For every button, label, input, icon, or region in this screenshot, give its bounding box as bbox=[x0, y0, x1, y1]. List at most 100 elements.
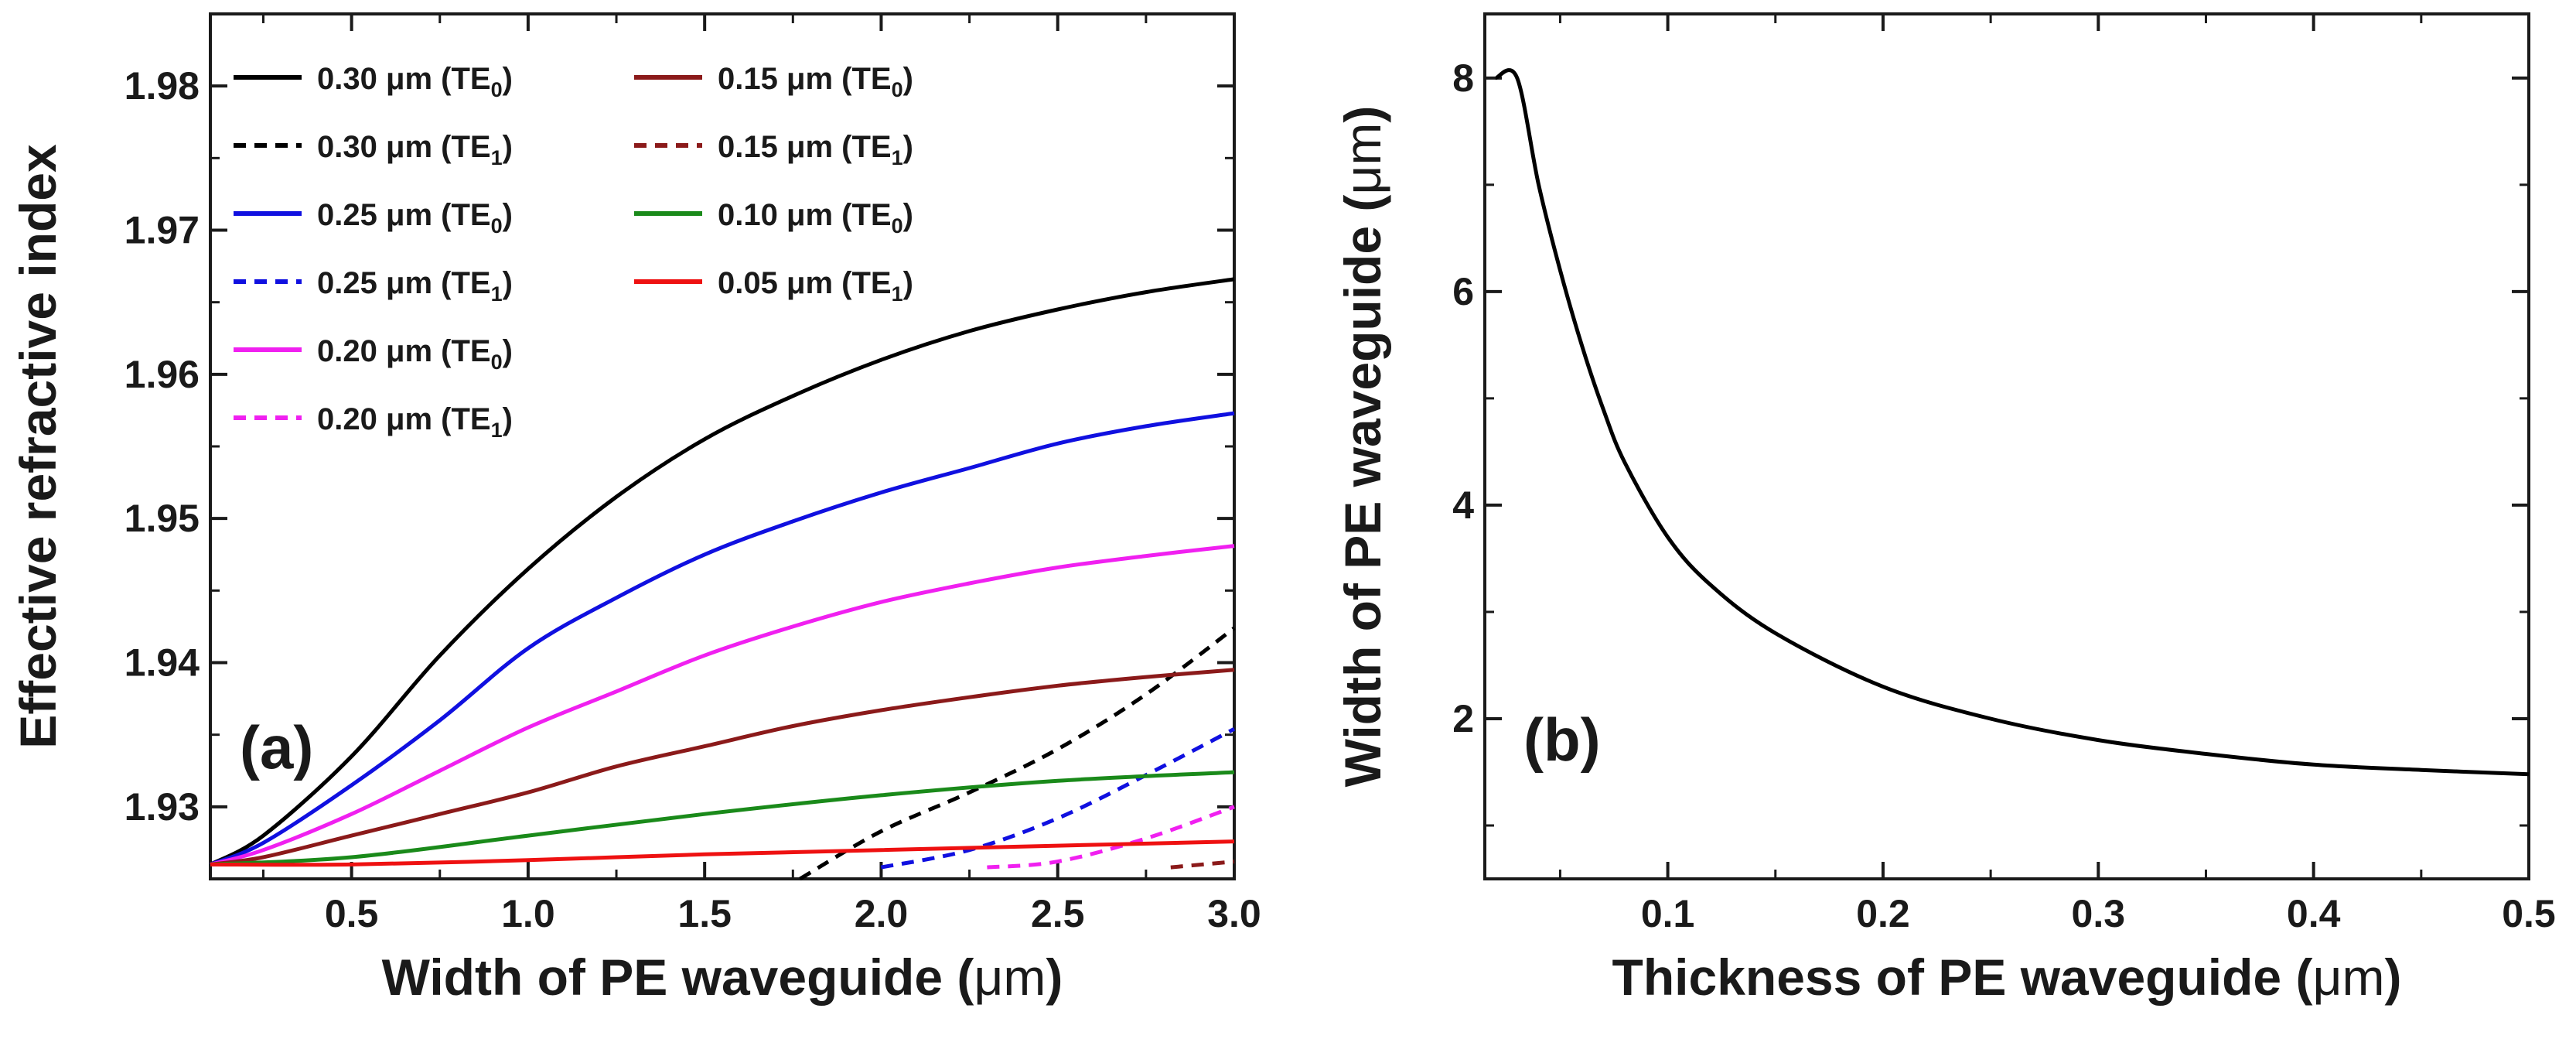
x-tick-label: 3.0 bbox=[1207, 892, 1261, 935]
y-tick-label: 1.93 bbox=[125, 785, 200, 829]
legend-mode: TE bbox=[851, 266, 891, 300]
series-line-0 bbox=[1494, 68, 2530, 777]
series-line-3 bbox=[880, 726, 1236, 870]
legend-paren-open: ( bbox=[432, 334, 452, 368]
legend-paren-open: ( bbox=[432, 402, 452, 436]
legend-thickness: 0.05 μm bbox=[718, 266, 833, 300]
legend-mode: TE bbox=[851, 62, 891, 96]
legend-thickness: 0.25 μm bbox=[317, 266, 432, 300]
legend-paren-close: ) bbox=[903, 266, 913, 300]
legend-thickness: 0.15 μm bbox=[718, 130, 833, 164]
x-tick-label: 0.4 bbox=[2287, 892, 2341, 935]
legend-label-8: 0.10 μm (TE0) bbox=[718, 198, 913, 238]
legend-mode: TE bbox=[451, 334, 490, 368]
series-line-0 bbox=[209, 277, 1235, 866]
panel-b-x-axis-title: Thickness of PE waveguide (μm) bbox=[1612, 948, 2402, 1006]
y-tick-label: 1.98 bbox=[125, 64, 200, 108]
y-tick-label: 8 bbox=[1452, 56, 1474, 100]
panel-b-label: (b) bbox=[1523, 706, 1601, 774]
legend-thickness: 0.15 μm bbox=[718, 62, 833, 96]
panel-b-ticks: 0.1 0.2 0.3 0.4 0.5 2 4 6 8 bbox=[1452, 14, 2556, 935]
legend-paren-open: ( bbox=[833, 130, 852, 164]
y-tick-label: 6 bbox=[1452, 270, 1474, 313]
legend-paren-close: ) bbox=[903, 130, 913, 164]
panel-a: 0.5 1.0 1.5 2.0 2.5 3.0 1.93 1.94 1.95 1.96 1.97 1.… bbox=[9, 12, 1261, 1006]
legend-paren-close: ) bbox=[903, 198, 913, 232]
legend-mode: TE bbox=[851, 130, 891, 164]
y-tick-label: 4 bbox=[1452, 484, 1474, 527]
legend-mode: TE bbox=[451, 402, 490, 436]
legend-label-1: 0.30 μm (TE1) bbox=[317, 130, 513, 169]
x-tick-label: 0.5 bbox=[325, 892, 379, 935]
legend-paren-close: ) bbox=[503, 334, 513, 368]
legend-mode: TE bbox=[851, 198, 891, 232]
legend-label-9: 0.05 μm (TE1) bbox=[718, 266, 913, 306]
legend-paren-open: ( bbox=[432, 62, 452, 96]
legend-mode-order: 1 bbox=[491, 282, 503, 306]
y-tick-label: 1.95 bbox=[125, 497, 200, 540]
legend-thickness: 0.25 μm bbox=[317, 198, 432, 232]
series-line-7 bbox=[1170, 860, 1235, 870]
y-tick-label: 1.96 bbox=[125, 353, 200, 396]
legend-paren-open: ( bbox=[432, 266, 452, 300]
panel-a-legend: 0.30 μm (TE0)0.30 μm (TE1)0.25 μm (TE0)0… bbox=[234, 62, 913, 442]
panel-a-series bbox=[209, 277, 1236, 881]
legend-paren-close: ) bbox=[503, 266, 513, 300]
legend-mode-order: 1 bbox=[892, 146, 903, 169]
legend-label-5: 0.20 μm (TE1) bbox=[317, 402, 513, 442]
legend-mode-order: 0 bbox=[491, 350, 503, 374]
legend-paren-close: ) bbox=[503, 402, 513, 436]
legend-thickness: 0.30 μm bbox=[317, 62, 432, 96]
legend-label-7: 0.15 μm (TE1) bbox=[718, 130, 913, 169]
x-tick-label: 2.5 bbox=[1031, 892, 1085, 935]
legend-mode: TE bbox=[451, 130, 490, 164]
legend-label-6: 0.15 μm (TE0) bbox=[718, 62, 913, 101]
series-line-9 bbox=[210, 839, 1235, 867]
legend-mode-order: 0 bbox=[491, 214, 503, 238]
x-tick-label: 0.3 bbox=[2072, 892, 2126, 935]
legend-paren-close: ) bbox=[503, 62, 513, 96]
panel-a-x-axis-title: Width of PE waveguide (μm) bbox=[382, 948, 1063, 1006]
panel-b-series bbox=[1494, 68, 2530, 777]
legend-thickness: 0.20 μm bbox=[317, 334, 432, 368]
x-tick-label: 0.2 bbox=[1856, 892, 1910, 935]
legend-label-4: 0.20 μm (TE0) bbox=[317, 334, 513, 374]
x-tick-label: 0.5 bbox=[2502, 892, 2556, 935]
legend-mode: TE bbox=[451, 266, 490, 300]
legend-mode-order: 1 bbox=[491, 419, 503, 442]
legend-mode-order: 0 bbox=[892, 78, 903, 101]
series-line-8 bbox=[210, 770, 1235, 866]
x-tick-label: 0.1 bbox=[1641, 892, 1695, 935]
y-tick-label: 1.94 bbox=[125, 641, 200, 685]
legend-paren-open: ( bbox=[432, 198, 452, 232]
legend-paren-open: ( bbox=[833, 62, 852, 96]
panel-b-y-axis-title: Width of PE waveguide (μm) bbox=[1334, 106, 1391, 788]
y-tick-label: 2 bbox=[1452, 697, 1474, 740]
panel-b: 0.1 0.2 0.3 0.4 0.5 2 4 6 8 (b) Width of PE wave… bbox=[1334, 12, 2556, 1006]
legend-mode: TE bbox=[451, 62, 490, 96]
legend-mode-order: 0 bbox=[892, 214, 903, 238]
x-tick-label: 1.5 bbox=[677, 892, 732, 935]
legend-thickness: 0.30 μm bbox=[317, 130, 432, 164]
legend-paren-close: ) bbox=[503, 198, 513, 232]
legend-mode-order: 1 bbox=[491, 146, 503, 169]
legend-paren-close: ) bbox=[503, 130, 513, 164]
legend-mode-order: 1 bbox=[892, 282, 903, 306]
series-line-5 bbox=[987, 805, 1235, 870]
panel-b-plot-frame bbox=[1483, 12, 2530, 880]
legend-paren-open: ( bbox=[432, 130, 452, 164]
series-line-2 bbox=[210, 411, 1235, 866]
legend-paren-close: ) bbox=[903, 62, 913, 96]
series-line-4 bbox=[210, 544, 1235, 866]
y-tick-label: 1.97 bbox=[125, 209, 200, 252]
panel-a-y-axis-title: Effective refractive index bbox=[9, 144, 67, 749]
x-tick-label: 2.0 bbox=[855, 892, 909, 935]
legend-thickness: 0.20 μm bbox=[317, 402, 432, 436]
series-line-6 bbox=[210, 668, 1235, 866]
legend-thickness: 0.10 μm bbox=[718, 198, 833, 232]
panel-a-ticks: 0.5 1.0 1.5 2.0 2.5 3.0 1.93 1.94 1.95 1.96 1.97 1.… bbox=[125, 12, 1261, 935]
panel-a-label: (a) bbox=[240, 713, 313, 781]
series-line-1 bbox=[799, 626, 1236, 881]
legend-mode: TE bbox=[451, 198, 490, 232]
